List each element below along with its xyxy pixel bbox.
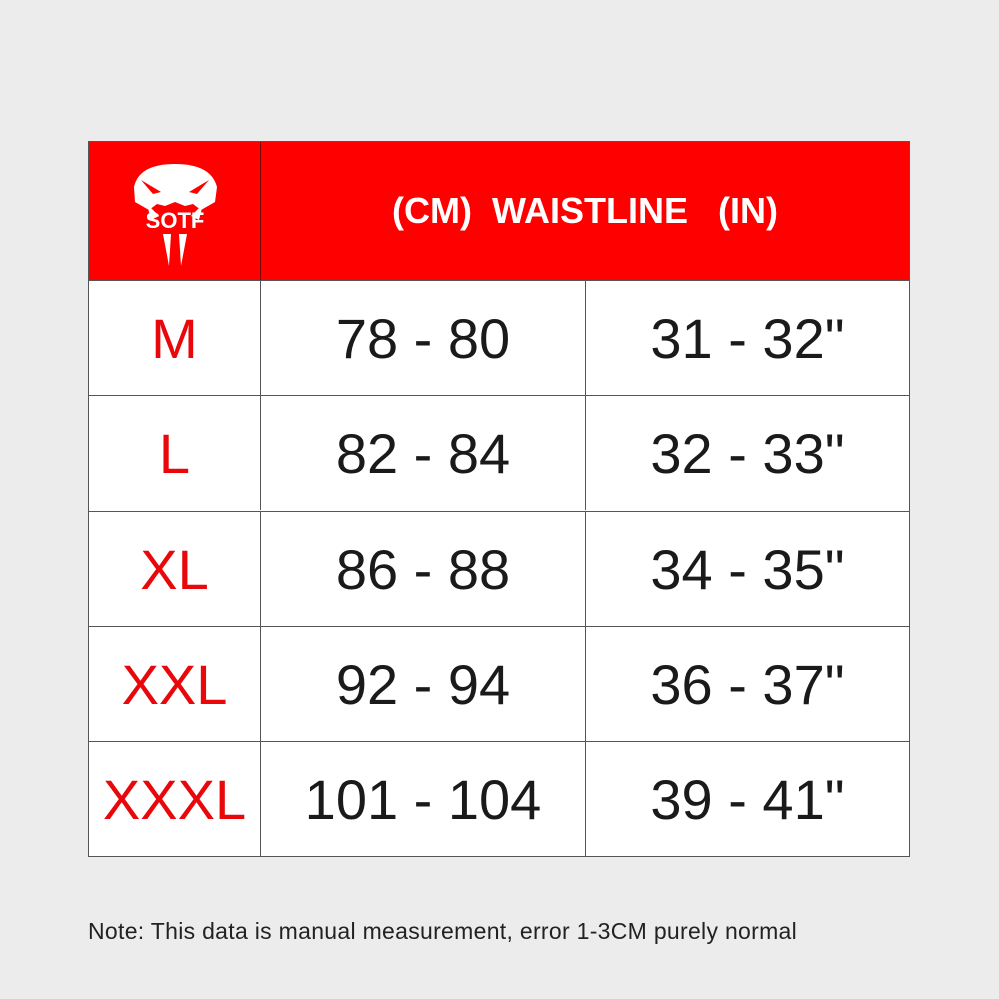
cm-cell: 86 - 88	[261, 512, 586, 626]
in-cell: 31 - 32"	[650, 306, 845, 370]
table-row: XL 86 - 88 34 - 35"	[89, 511, 909, 626]
table-row: XXXL 101 - 104 39 - 41"	[89, 741, 909, 856]
cm-cell: 78 - 80	[261, 281, 586, 395]
size-cell: XL	[89, 512, 261, 626]
in-cell: 34 - 35"	[650, 537, 845, 601]
table-row: M 78 - 80 31 - 32"	[89, 280, 909, 395]
size-cell: XXXL	[89, 742, 261, 856]
table-row: L 82 - 84 32 - 33"	[89, 395, 909, 510]
cm-cell: 92 - 94	[261, 627, 586, 741]
in-cell: 32 - 33"	[650, 421, 845, 485]
svg-text:SOTF: SOTF	[146, 208, 205, 233]
size-cell: XXL	[89, 627, 261, 741]
brand-logo: SOTF	[89, 142, 261, 280]
size-cell: M	[89, 281, 261, 395]
header-title: (CM) WAISTLINE (IN)	[392, 190, 778, 231]
table-row: XXL 92 - 94 36 - 37"	[89, 626, 909, 741]
in-cell: 39 - 41"	[650, 767, 845, 831]
in-cell: 36 - 37"	[650, 652, 845, 716]
cm-cell: 101 - 104	[261, 742, 586, 856]
size-chart-table: SOTF (CM) WAISTLINE (IN) M 78 - 80 31 - …	[88, 141, 910, 857]
cm-cell: 82 - 84	[261, 396, 586, 510]
table-header: SOTF (CM) WAISTLINE (IN)	[89, 142, 909, 280]
measurement-note: Note: This data is manual measurement, e…	[88, 918, 798, 944]
snake-logo-icon: SOTF	[134, 164, 217, 266]
size-cell: L	[89, 396, 261, 510]
